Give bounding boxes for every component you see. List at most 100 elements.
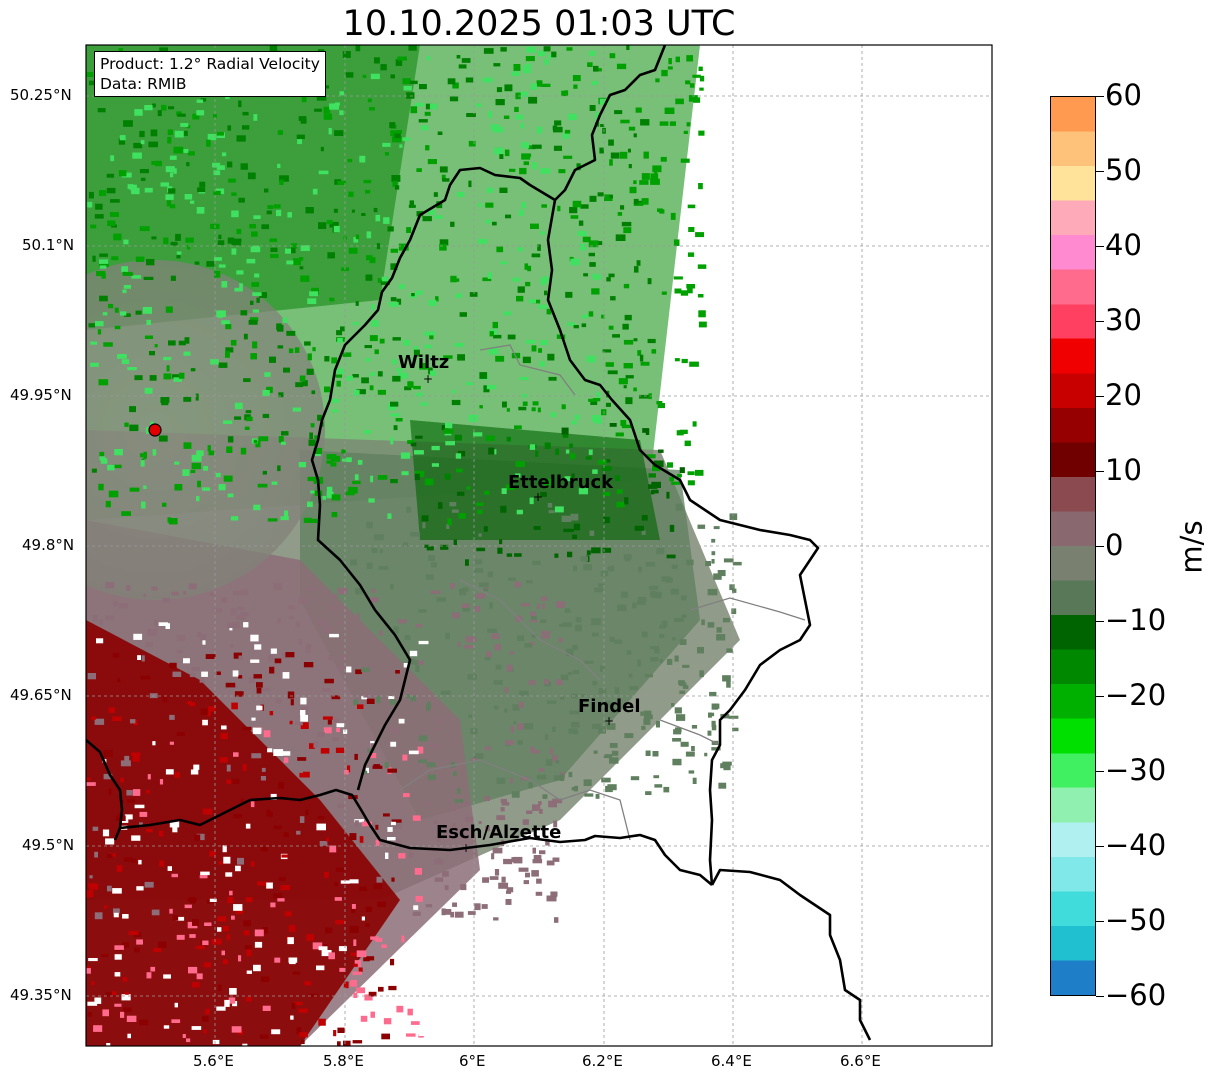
radar-gate: [380, 64, 387, 71]
radar-gate: [135, 256, 145, 262]
radar-gate: [640, 361, 650, 366]
radar-gate: [175, 916, 185, 921]
radar-gate: [262, 413, 270, 418]
radar-gate: [129, 424, 139, 432]
radar-gate: [553, 145, 562, 151]
radar-gate: [568, 728, 578, 734]
radar-gate: [353, 237, 359, 243]
radar-gate: [102, 312, 108, 316]
radar-gate: [285, 652, 295, 658]
radar-gate: [240, 163, 248, 170]
radar-gate: [407, 954, 416, 960]
radar-gate: [239, 283, 243, 290]
radar-gate: [313, 741, 319, 748]
radar-gate: [349, 925, 359, 933]
radar-gate: [111, 256, 119, 261]
radar-gate: [274, 957, 281, 963]
radar-gate: [707, 588, 718, 596]
radar-gate: [516, 509, 523, 515]
radar-gate: [511, 857, 520, 863]
radar-gate: [218, 362, 228, 368]
radar-gate: [234, 416, 242, 420]
radar-gate: [169, 741, 174, 745]
radar-gate: [117, 678, 121, 683]
radar-gate: [223, 475, 233, 482]
colorbar-tick-label: −10: [1105, 603, 1167, 637]
radar-gate: [328, 952, 335, 960]
radar-gate: [540, 340, 548, 346]
radar-gate: [269, 356, 276, 363]
radar-gate: [410, 695, 416, 702]
radar-gate: [525, 56, 535, 62]
radar-gate: [698, 66, 703, 71]
radar-gate: [86, 777, 91, 781]
radar-gate: [414, 868, 422, 875]
radar-gate: [200, 871, 210, 876]
radar-gate: [139, 130, 145, 138]
radar-gate: [273, 749, 284, 756]
radar-gate: [555, 760, 560, 764]
radar-gate: [205, 654, 216, 659]
radar-gate: [604, 194, 613, 201]
radar-gate: [251, 231, 258, 237]
radar-gate: [406, 982, 413, 988]
radar-gate: [362, 821, 372, 827]
radar-gate: [125, 585, 131, 591]
radar-gate: [112, 888, 122, 894]
radar-gate: [525, 281, 531, 287]
radar-gate: [329, 103, 339, 110]
radar-gate: [214, 257, 222, 261]
radar-gate: [493, 334, 502, 339]
radar-gate: [596, 241, 603, 245]
radar-gate: [443, 428, 454, 434]
radar-gate: [536, 126, 542, 134]
radar-gate: [615, 234, 626, 241]
radar-gate: [387, 827, 393, 832]
radar-gate: [284, 510, 289, 518]
radar-gate: [370, 743, 375, 748]
radar-gate: [316, 965, 325, 971]
radar-gate: [105, 838, 115, 845]
radar-gate: [139, 169, 149, 174]
radar-gate: [111, 464, 122, 469]
radar-gate: [273, 583, 282, 591]
radar-gate: [605, 402, 611, 407]
radar-gate: [452, 82, 459, 89]
radar-gate: [285, 248, 291, 254]
radar-gate: [640, 119, 650, 126]
radar-gate: [375, 839, 380, 846]
radar-gate: [602, 492, 611, 497]
radar-gate: [142, 307, 152, 314]
radar-gate: [446, 523, 450, 529]
radar-gate: [188, 966, 198, 974]
radar-gate: [517, 247, 523, 252]
radar-gate: [666, 658, 673, 665]
radar-gate: [456, 491, 465, 496]
radar-gate: [679, 682, 687, 686]
radar-gate: [683, 130, 688, 134]
radar-gate: [410, 106, 418, 114]
radar-gate: [309, 993, 318, 998]
radar-gate: [259, 687, 270, 692]
radar-gate: [326, 460, 333, 464]
radar-gate: [120, 777, 124, 783]
radar-gate: [236, 135, 246, 142]
radar-gate: [232, 670, 239, 677]
radar-gate: [547, 503, 553, 508]
radar-gate: [359, 155, 366, 163]
radar-gate: [176, 635, 186, 642]
radar-gate: [454, 799, 464, 803]
radar-gate: [338, 946, 347, 952]
radar-gate: [518, 91, 529, 98]
radar-gate: [608, 325, 614, 330]
velocity-field: [86, 45, 742, 1046]
radar-gate: [567, 671, 573, 675]
radar-gate: [154, 619, 158, 627]
radar-gate: [370, 1011, 375, 1018]
radar-gate: [522, 401, 528, 406]
radar-gate: [312, 942, 323, 950]
radar-gate: [247, 172, 256, 180]
radar-gate: [436, 835, 441, 842]
radar-gate: [416, 168, 422, 172]
radar-gate: [553, 820, 558, 828]
